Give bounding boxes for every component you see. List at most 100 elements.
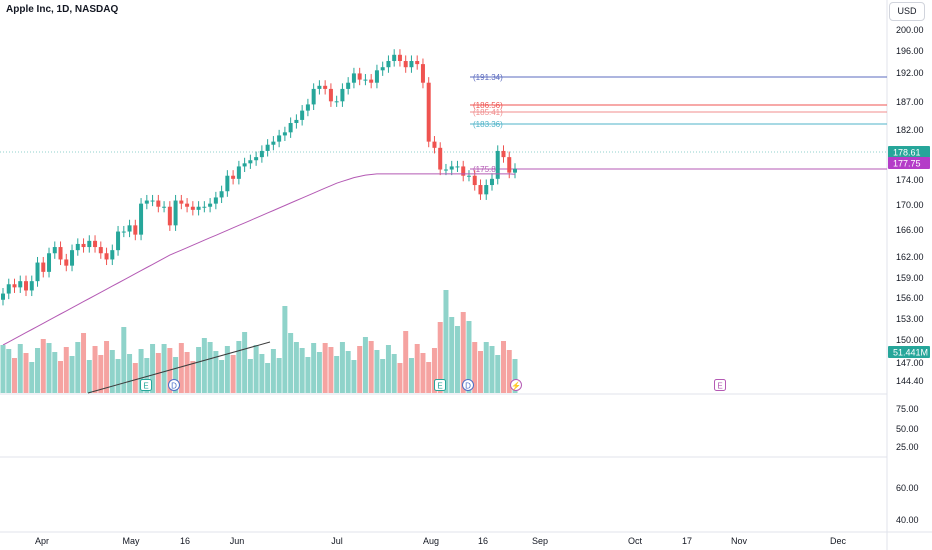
candle[interactable] [472, 175, 477, 186]
candle[interactable] [449, 166, 454, 170]
candle[interactable] [466, 175, 471, 177]
candle[interactable] [35, 262, 40, 282]
candle[interactable] [225, 175, 230, 192]
candle[interactable] [409, 61, 414, 68]
candle[interactable] [167, 206, 172, 226]
candle[interactable] [403, 61, 408, 68]
candle[interactable] [196, 206, 201, 210]
candle[interactable] [495, 150, 500, 179]
candle[interactable] [420, 64, 425, 83]
candle[interactable] [47, 253, 52, 272]
candle[interactable] [351, 73, 356, 83]
candle[interactable] [110, 250, 115, 260]
dividend-marker-icon[interactable]: D [168, 379, 180, 391]
candle[interactable] [139, 203, 144, 235]
candle[interactable] [70, 250, 75, 266]
candle[interactable] [173, 200, 178, 226]
candle[interactable] [271, 141, 276, 145]
candle[interactable] [219, 191, 224, 198]
trend-line[interactable] [87, 341, 271, 394]
candle[interactable] [202, 206, 207, 208]
candle[interactable] [81, 243, 86, 248]
candle[interactable] [64, 259, 69, 266]
candle[interactable] [489, 178, 494, 186]
candle[interactable] [75, 243, 80, 251]
candle[interactable] [6, 284, 11, 294]
candle[interactable] [58, 247, 63, 260]
candle[interactable] [185, 203, 190, 207]
candle[interactable] [386, 61, 391, 68]
candle[interactable] [208, 203, 213, 207]
candle[interactable] [52, 247, 57, 254]
candle[interactable] [328, 88, 333, 102]
candle[interactable] [397, 54, 402, 62]
earnings-marker-icon[interactable]: E [140, 379, 152, 391]
candle[interactable] [455, 166, 460, 168]
candle[interactable] [133, 225, 138, 235]
candle[interactable] [484, 185, 489, 195]
candle[interactable] [392, 54, 397, 62]
candle[interactable] [513, 168, 517, 173]
candle[interactable] [231, 175, 236, 179]
candle[interactable] [305, 104, 310, 111]
candle[interactable] [116, 231, 121, 251]
candle[interactable] [18, 281, 23, 288]
candle[interactable] [380, 67, 385, 71]
candle[interactable] [213, 197, 218, 204]
candle[interactable] [265, 144, 270, 151]
candle[interactable] [374, 70, 379, 83]
candle[interactable] [426, 82, 431, 142]
candle[interactable] [311, 88, 316, 105]
candle[interactable] [323, 85, 328, 89]
currency-button[interactable]: USD [889, 2, 925, 21]
candle[interactable] [478, 185, 483, 195]
candle[interactable] [242, 163, 247, 167]
volume-bar [489, 346, 495, 393]
candle[interactable] [288, 123, 293, 133]
candle[interactable] [369, 79, 374, 83]
candle[interactable] [127, 225, 132, 232]
candle[interactable] [432, 141, 437, 148]
candle[interactable] [282, 132, 287, 136]
candle[interactable] [41, 262, 46, 272]
candle[interactable] [277, 135, 282, 142]
candle[interactable] [357, 73, 362, 80]
candle[interactable] [443, 169, 448, 171]
candle[interactable] [190, 206, 195, 210]
candle[interactable] [317, 85, 322, 89]
split-marker-icon[interactable]: ⚡ [510, 379, 522, 391]
candle[interactable] [1, 293, 5, 300]
candle[interactable] [346, 82, 351, 89]
candle[interactable] [87, 240, 92, 248]
candle[interactable] [363, 79, 368, 81]
candle[interactable] [501, 150, 506, 158]
candle[interactable] [507, 157, 512, 173]
candle[interactable] [461, 166, 466, 176]
candle[interactable] [259, 150, 264, 158]
candle[interactable] [162, 206, 167, 208]
candle[interactable] [236, 166, 241, 179]
candle[interactable] [438, 147, 443, 170]
candle[interactable] [179, 200, 184, 204]
candle[interactable] [340, 88, 345, 102]
candle[interactable] [104, 253, 109, 260]
dividend-marker-icon[interactable]: D [462, 379, 474, 391]
candle[interactable] [294, 119, 299, 124]
candle[interactable] [415, 61, 420, 65]
candle[interactable] [334, 101, 339, 103]
candle[interactable] [254, 157, 259, 161]
candle[interactable] [29, 281, 34, 291]
candle[interactable] [121, 231, 126, 233]
future-earnings-marker-icon[interactable]: E [714, 379, 726, 391]
candle[interactable] [12, 284, 17, 288]
candle[interactable] [156, 200, 161, 207]
candle[interactable] [150, 200, 155, 202]
candle[interactable] [144, 200, 149, 204]
earnings-marker-icon[interactable]: E [434, 379, 446, 391]
candle[interactable] [93, 240, 98, 248]
candle[interactable] [300, 110, 305, 120]
candle[interactable] [98, 247, 103, 254]
candle[interactable] [24, 281, 29, 291]
candle[interactable] [248, 160, 253, 164]
